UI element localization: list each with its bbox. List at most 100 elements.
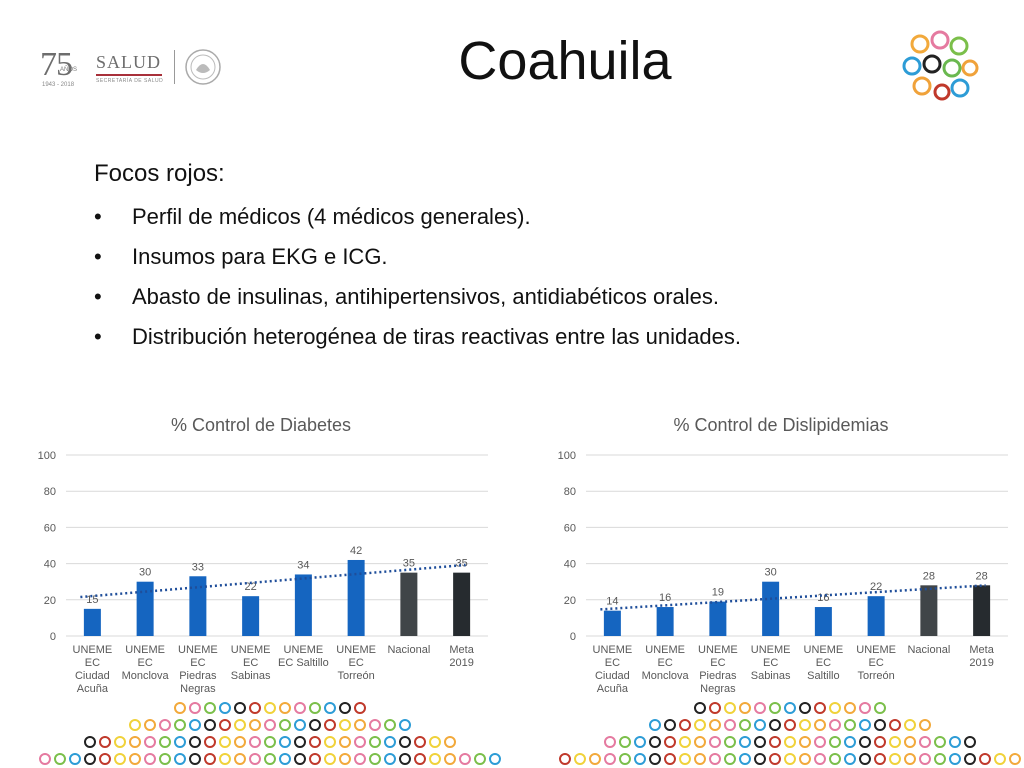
- x-tick-label: 2019: [449, 657, 473, 669]
- decor-ring: [844, 719, 856, 731]
- decor-ring: [234, 719, 246, 731]
- decor-ring: [769, 753, 781, 765]
- chart-title: % Control de Dislipidemias: [673, 415, 889, 435]
- decor-ring: [844, 753, 856, 765]
- x-tick-label: UNEME: [231, 644, 271, 656]
- decor-ring: [814, 736, 826, 748]
- logo-75-text: 75: [40, 46, 73, 83]
- list-item-text: Insumos para EKG e ICG.: [132, 244, 388, 269]
- decor-ring: [829, 719, 841, 731]
- x-tick-label: EC: [763, 657, 778, 669]
- decor-ring: [739, 719, 751, 731]
- decor-ring: [399, 753, 411, 765]
- x-tick-label: Negras: [180, 683, 216, 695]
- decor-ring: [249, 719, 261, 731]
- y-tick-label: 60: [564, 522, 576, 534]
- decor-ring: [264, 702, 276, 714]
- y-tick-label: 100: [38, 450, 56, 462]
- decor-ring: [874, 719, 886, 731]
- decor-ring: [829, 702, 841, 714]
- decor-ring: [619, 736, 631, 748]
- decor-ring: [339, 736, 351, 748]
- decor-ring: [294, 736, 306, 748]
- decor-ring: [444, 736, 456, 748]
- decor-ring: [859, 719, 871, 731]
- data-label: 35: [403, 558, 415, 570]
- decor-ring: [934, 753, 946, 765]
- x-tick-label: Monclova: [642, 670, 690, 682]
- bar: [400, 572, 418, 636]
- decor-ring: [769, 702, 781, 714]
- decor-ring: [964, 736, 976, 748]
- decor-ring: [159, 736, 171, 748]
- logo-anos-text: AÑOS: [60, 67, 78, 73]
- x-tick-label: EC: [868, 657, 883, 669]
- decor-ring: [664, 719, 676, 731]
- x-tick-label: 2019: [969, 657, 993, 669]
- decor-ring: [309, 719, 321, 731]
- decor-ring: [354, 753, 366, 765]
- data-label: 30: [765, 567, 777, 579]
- decor-ring: [709, 719, 721, 731]
- decor-ring: [414, 736, 426, 748]
- x-tick-label: Meta: [969, 644, 994, 656]
- focos-heading: Focos rojos:: [94, 160, 225, 187]
- x-tick-label: Torreón: [857, 670, 894, 682]
- decor-ring: [399, 736, 411, 748]
- decor-ring: [159, 719, 171, 731]
- y-tick-label: 80: [564, 486, 576, 498]
- bar: [83, 608, 101, 636]
- salud-logo: 75 AÑOS 1943 - 2018 SALUD SECRETARÍA DE …: [40, 44, 230, 90]
- x-tick-label: EC: [348, 657, 363, 669]
- decor-ring: [724, 753, 736, 765]
- decor-ring: [204, 702, 216, 714]
- decor-ring: [709, 736, 721, 748]
- decor-ring: [384, 719, 396, 731]
- list-item: • Distribución heterogénea de tiras react…: [94, 320, 741, 360]
- decor-ring: [309, 702, 321, 714]
- decor-ring: [874, 753, 886, 765]
- bar: [867, 596, 885, 636]
- decor-ring: [399, 719, 411, 731]
- decor-ring: [174, 702, 186, 714]
- decor-ring: [84, 753, 96, 765]
- decor-ring: [724, 736, 736, 748]
- bar: [189, 576, 207, 636]
- decor-ring: [889, 753, 901, 765]
- decor-ring: [189, 719, 201, 731]
- decor-ring: [889, 719, 901, 731]
- y-tick-label: 20: [564, 595, 576, 607]
- decor-ring: [919, 753, 931, 765]
- decor-ring: [949, 753, 961, 765]
- decor-ring: [904, 753, 916, 765]
- decor-ring: [54, 753, 66, 765]
- decor-ring: [369, 736, 381, 748]
- decor-ring: [799, 719, 811, 731]
- decor-ring: [429, 736, 441, 748]
- data-label: 28: [923, 570, 935, 582]
- decor-ring: [189, 702, 201, 714]
- decor-ring: [249, 702, 261, 714]
- decor-ring: [859, 736, 871, 748]
- decor-ring: [219, 702, 231, 714]
- y-tick-label: 80: [44, 486, 56, 498]
- bar: [762, 581, 780, 636]
- page-title: Coahuila: [458, 31, 672, 91]
- decor-ring: [604, 736, 616, 748]
- decor-ring: [144, 736, 156, 748]
- decor-ring: [354, 702, 366, 714]
- decor-ring: [709, 702, 721, 714]
- x-tick-label: Nacional: [907, 644, 950, 656]
- x-tick-label: EC Saltillo: [278, 657, 329, 669]
- rings-logo-icon: [902, 30, 979, 101]
- decor-ring: [889, 736, 901, 748]
- decor-ring: [649, 753, 661, 765]
- x-tick-label: UNEME: [73, 644, 113, 656]
- x-tick-label: Torreón: [337, 670, 374, 682]
- decor-ring: [979, 753, 991, 765]
- decor-ring: [754, 719, 766, 731]
- data-label: 42: [350, 545, 362, 557]
- decor-ring: [309, 753, 321, 765]
- decor-ring: [384, 736, 396, 748]
- decor-ring: [234, 702, 246, 714]
